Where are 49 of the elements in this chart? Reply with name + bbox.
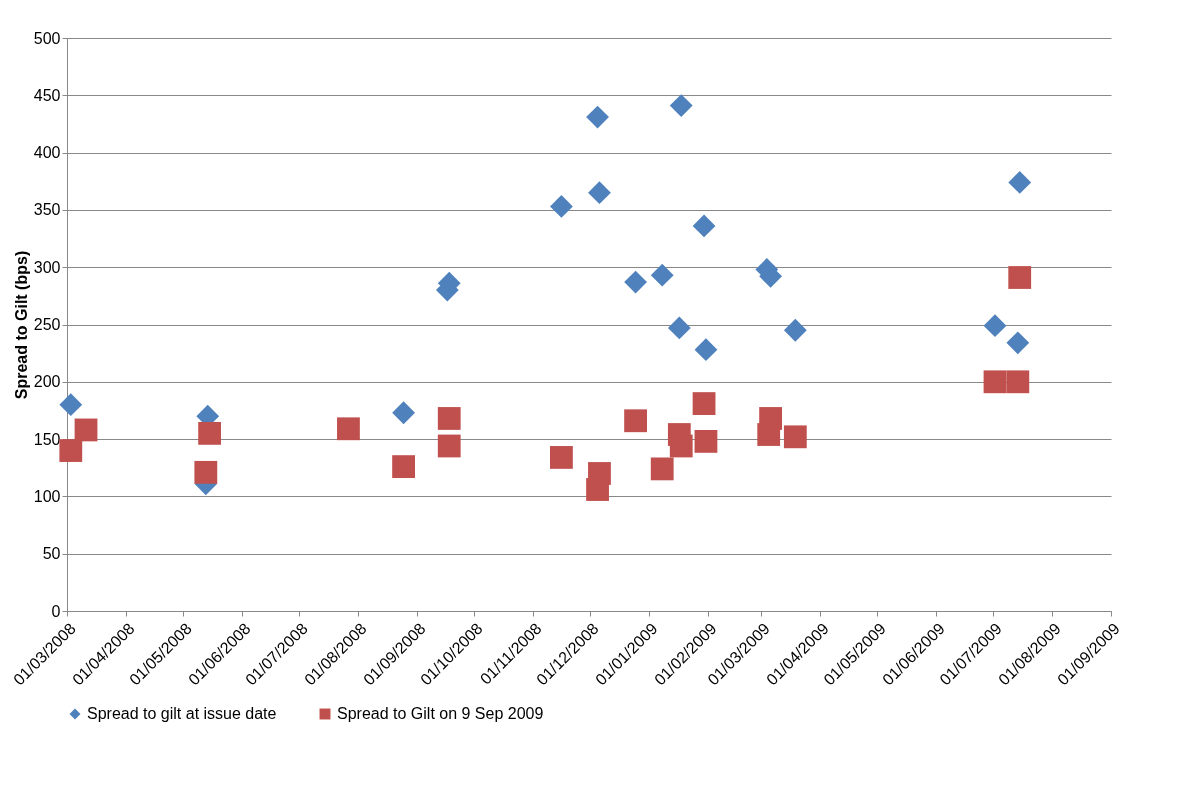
point — [650, 457, 674, 481]
point — [337, 417, 360, 441]
point — [624, 270, 647, 294]
point — [692, 214, 716, 238]
point — [669, 434, 693, 458]
point — [550, 195, 573, 218]
y-tick-label: 500 — [33, 29, 61, 47]
point — [669, 94, 693, 118]
point — [59, 393, 83, 417]
point — [983, 314, 1007, 338]
point — [588, 181, 611, 205]
point — [437, 407, 461, 430]
point — [1006, 331, 1030, 355]
point — [586, 478, 609, 501]
y-tick-label: 200 — [33, 373, 61, 391]
point — [983, 370, 1007, 394]
point — [74, 418, 98, 442]
point — [1008, 266, 1032, 289]
point — [783, 425, 807, 449]
y-tick-label: 100 — [33, 487, 61, 505]
point — [194, 460, 218, 484]
legend-label: Spread to Gilt on 9 Sep 2009 — [337, 705, 544, 722]
y-tick-label: 150 — [33, 430, 61, 448]
y-tick-label: 400 — [33, 144, 61, 162]
point — [392, 455, 415, 479]
y-tick-label: 0 — [51, 602, 61, 620]
point — [694, 429, 718, 453]
y-tick-label: 350 — [33, 201, 61, 219]
y-tick-label: 300 — [33, 258, 61, 276]
point — [1006, 370, 1030, 394]
point — [392, 401, 415, 425]
point — [59, 439, 83, 462]
point — [757, 423, 781, 446]
point — [550, 446, 573, 469]
point — [198, 421, 222, 445]
point — [1008, 170, 1032, 194]
point — [692, 392, 716, 415]
point — [783, 318, 807, 342]
point — [586, 105, 609, 129]
y-tick-label: 250 — [33, 316, 61, 333]
point — [624, 409, 647, 433]
point — [437, 434, 461, 458]
point — [694, 338, 718, 362]
y-tick-label: 450 — [33, 86, 61, 104]
y-axis-title: Spread to Gilt (bps) — [12, 250, 30, 400]
y-tick-label: 50 — [42, 545, 61, 563]
legend-label: Spread to gilt at issue date — [87, 705, 277, 722]
point — [650, 263, 674, 287]
point — [667, 316, 691, 340]
